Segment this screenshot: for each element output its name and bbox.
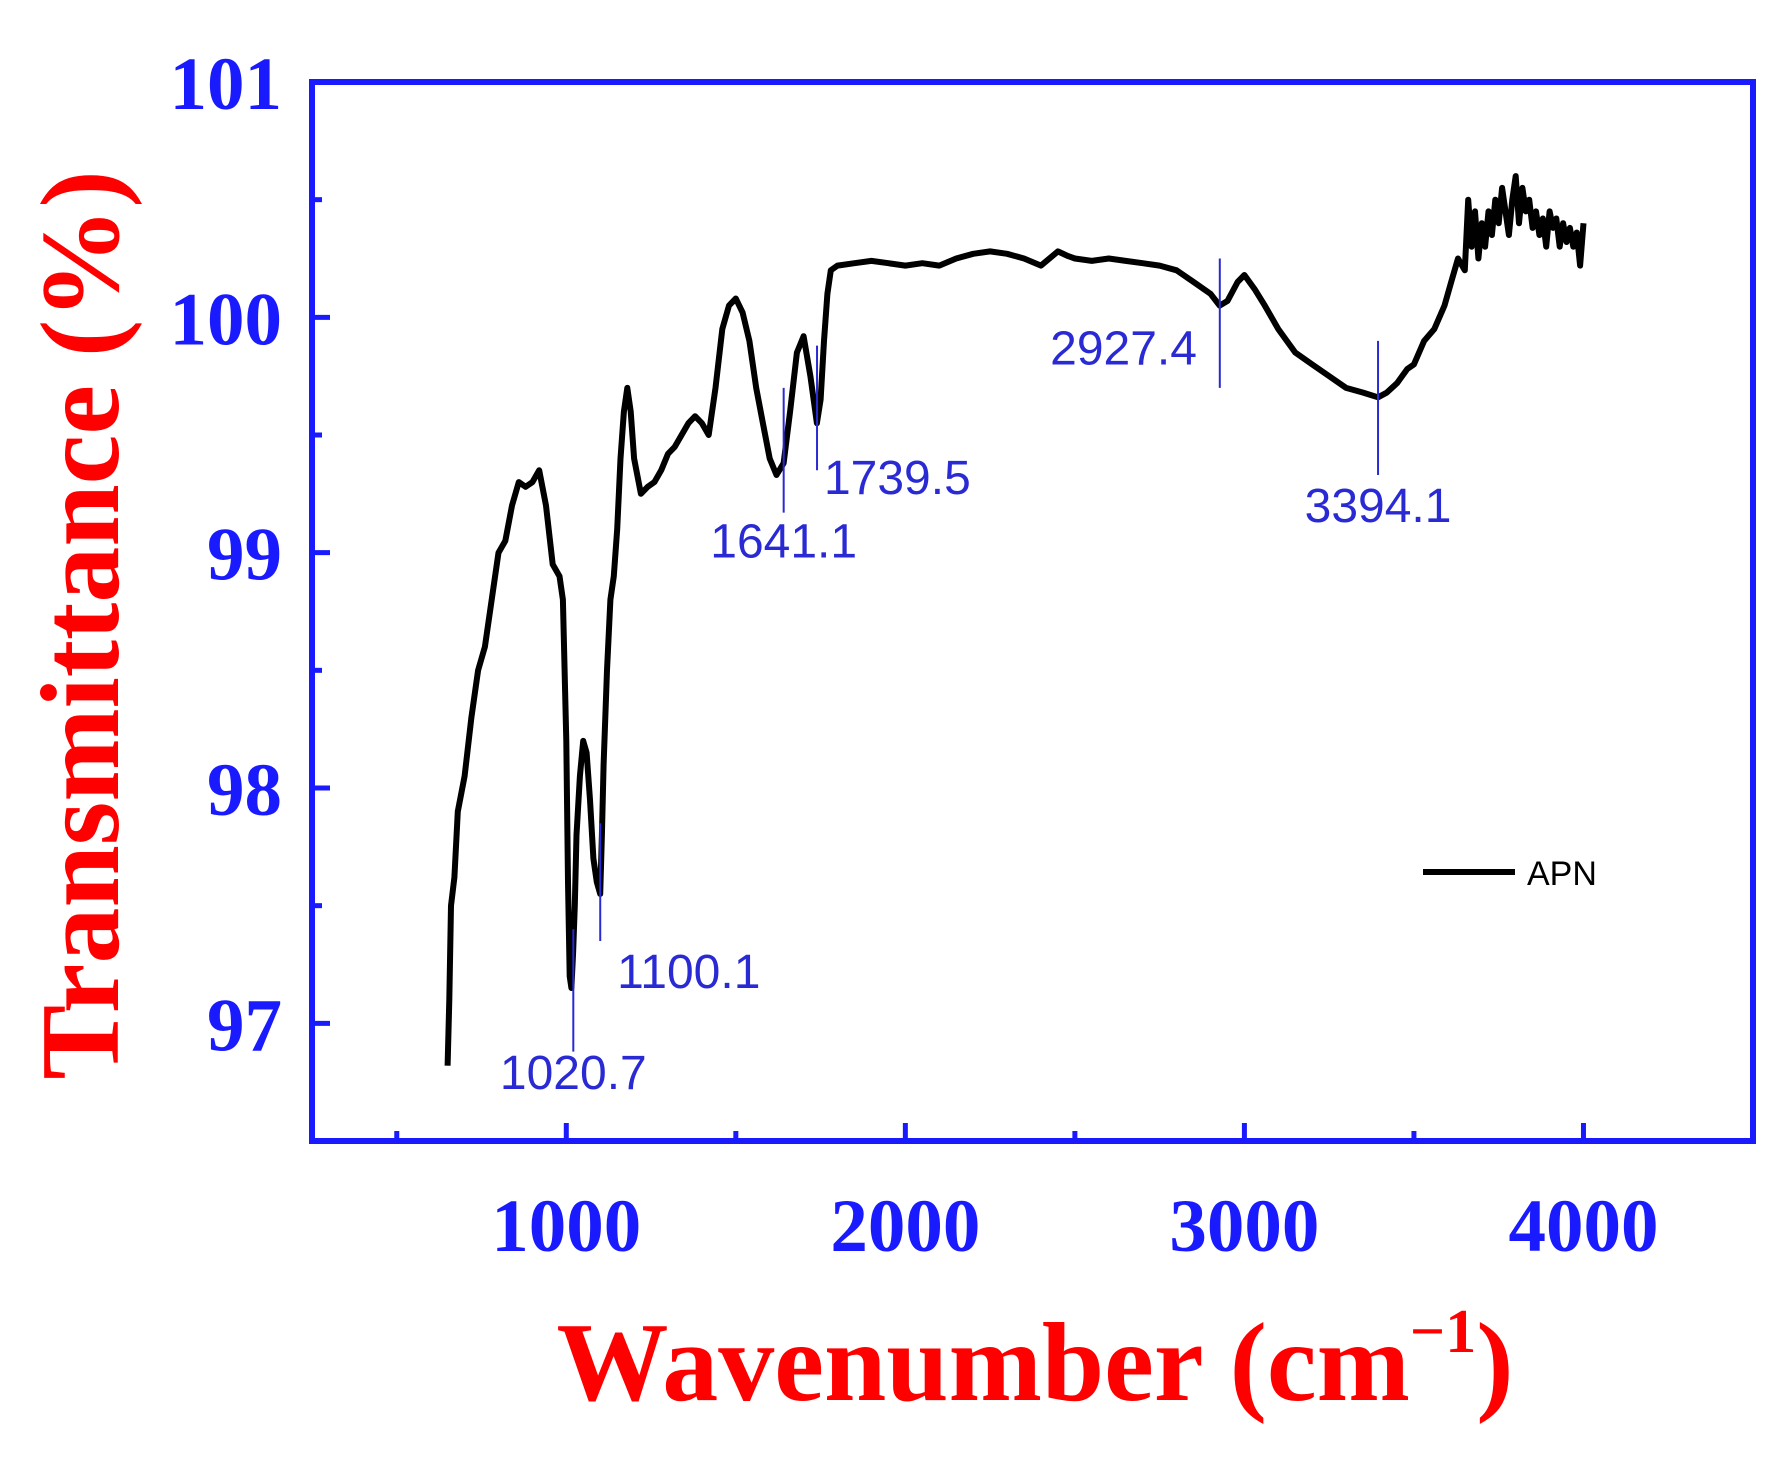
legend: APN: [1423, 855, 1597, 893]
plot-frame: [309, 79, 1756, 1144]
series-layer: [444, 173, 1587, 1066]
peak-label: 3394.1: [1305, 480, 1452, 533]
axis-ticks: 1000 2000 3000 4000 97 98 99 100 101: [170, 43, 1659, 1268]
x-tick-label: 4000: [1508, 1185, 1658, 1268]
y-tick-label: 99: [207, 514, 282, 597]
y-tick-label: 101: [170, 43, 283, 126]
x-axis-title: Wavenumber (cm−1): [556, 1298, 1513, 1425]
x-axis-title-text: Wavenumber (cm: [556, 1301, 1409, 1425]
y-axis-title: Transmittance (%): [19, 170, 143, 1079]
legend-label-apn: APN: [1527, 855, 1597, 893]
peak-label: 1020.7: [500, 1047, 647, 1100]
peak-label: 1739.5: [824, 452, 971, 505]
x-axis-title-close: ): [1476, 1301, 1513, 1425]
annotation-layer: 1020.7 1100.1 1641.1 1739.5 2927.4 3394.1: [500, 258, 1452, 1100]
y-tick-label: 100: [170, 278, 283, 361]
x-tick-label: 3000: [1169, 1185, 1319, 1268]
series-line-apn: [444, 173, 1587, 1066]
x-tick-label: 1000: [491, 1185, 641, 1268]
x-tick-label: 2000: [830, 1185, 980, 1268]
peak-label: 2927.4: [1050, 322, 1197, 375]
peak-label: 1641.1: [710, 515, 857, 568]
x-axis-title-superscript: −1: [1410, 1298, 1476, 1366]
y-tick-label: 98: [207, 749, 282, 832]
y-tick-label: 97: [207, 984, 282, 1067]
peak-label: 1100.1: [617, 946, 760, 999]
